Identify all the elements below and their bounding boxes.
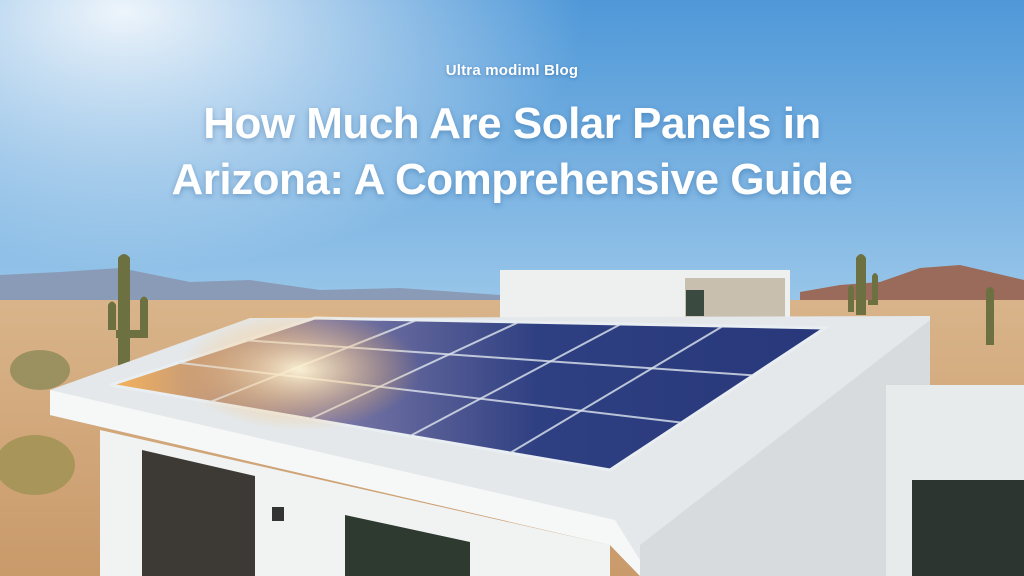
blog-brand: Ultra modiml Blog: [445, 62, 579, 79]
title-line: Arizona: A Comprehensive Guide: [171, 155, 853, 204]
garage-door: [142, 450, 255, 576]
window: [345, 515, 470, 576]
window: [686, 290, 704, 316]
sun-glare: [180, 310, 420, 430]
cactus: [986, 287, 994, 345]
shrub: [10, 350, 70, 390]
wall-light: [272, 507, 284, 521]
panel-seam: [509, 325, 724, 454]
shrub: [0, 435, 75, 495]
title-line: How Much Are Solar Panels in: [203, 99, 821, 148]
cactus: [848, 254, 878, 315]
cactus: [108, 254, 148, 370]
roof-edge: [50, 390, 640, 576]
facade-side: [640, 320, 930, 576]
article-title: How Much Are Solar Panels in Arizona: A …: [0, 96, 1024, 208]
window: [912, 480, 1024, 576]
panel-seam: [409, 323, 622, 437]
